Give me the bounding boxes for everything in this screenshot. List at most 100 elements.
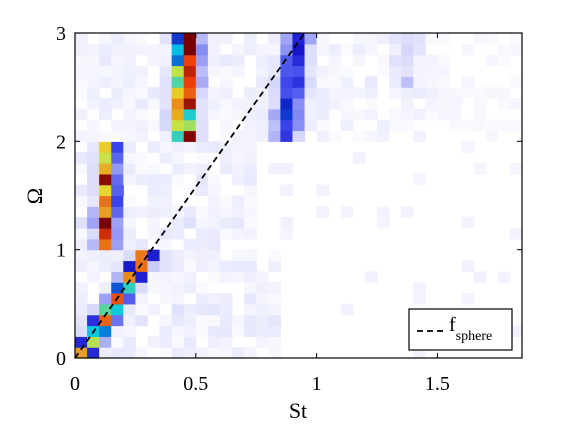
heatmap-cell bbox=[147, 184, 161, 197]
heatmap-cell bbox=[509, 228, 523, 240]
heatmap-cell bbox=[461, 217, 475, 229]
heatmap-cell bbox=[389, 76, 402, 88]
heatmap-cell bbox=[195, 43, 209, 56]
heatmap-cell bbox=[219, 206, 233, 218]
heatmap-cell bbox=[256, 271, 269, 283]
y-tick-label: 3 bbox=[56, 23, 66, 45]
heatmap-cell bbox=[352, 87, 366, 99]
heatmap-cell bbox=[497, 43, 511, 56]
heatmap-cell bbox=[292, 130, 306, 142]
heatmap-cell bbox=[99, 217, 112, 229]
heatmap-cell bbox=[111, 152, 124, 164]
heatmap-cell bbox=[171, 260, 185, 272]
heatmap-cell bbox=[256, 43, 269, 56]
heatmap-cell bbox=[195, 282, 209, 294]
heatmap-cell bbox=[256, 98, 269, 110]
heatmap-cell bbox=[87, 98, 100, 110]
heatmap-cell bbox=[183, 43, 197, 56]
heatmap-cell bbox=[461, 87, 475, 99]
heatmap-cell bbox=[232, 173, 245, 186]
heatmap-cell bbox=[183, 141, 197, 153]
heatmap-cell bbox=[256, 119, 269, 132]
heatmap-cell bbox=[280, 76, 294, 88]
heatmap-cell bbox=[280, 54, 294, 67]
heatmap-cell bbox=[232, 217, 245, 229]
heatmap-cell bbox=[364, 87, 378, 99]
heatmap-cell bbox=[195, 130, 209, 142]
heatmap-cell bbox=[183, 260, 197, 272]
heatmap-cell bbox=[123, 98, 137, 110]
heatmap-cell bbox=[171, 54, 185, 67]
heatmap-cell bbox=[195, 217, 209, 229]
heatmap-cell bbox=[171, 119, 185, 132]
heatmap-cell bbox=[75, 293, 88, 305]
heatmap-cell bbox=[159, 130, 173, 142]
heatmap-cell bbox=[377, 65, 390, 77]
heatmap-cell bbox=[87, 206, 100, 218]
heatmap-cell bbox=[123, 173, 137, 186]
heatmap-cell bbox=[232, 98, 245, 110]
heatmap-cell bbox=[123, 152, 137, 164]
heatmap-cell bbox=[75, 76, 88, 88]
heatmap-cell bbox=[509, 76, 523, 88]
heatmap-cell bbox=[219, 152, 233, 164]
heatmap-cell bbox=[268, 303, 281, 316]
heatmap-cell bbox=[207, 98, 221, 110]
heatmap-cell bbox=[268, 76, 281, 88]
heatmap-cell bbox=[485, 54, 499, 67]
heatmap-cell bbox=[461, 119, 475, 132]
heatmap-cell bbox=[75, 65, 88, 77]
heatmap-cell bbox=[449, 108, 463, 121]
heatmap-cell bbox=[304, 87, 318, 99]
heatmap-cell bbox=[135, 76, 149, 88]
heatmap-cell bbox=[99, 141, 112, 153]
heatmap-cell bbox=[292, 108, 306, 121]
heatmap-cell bbox=[232, 206, 245, 218]
heatmap-cell bbox=[292, 54, 306, 67]
heatmap-cell bbox=[111, 119, 124, 132]
y-tick-label: 1 bbox=[56, 240, 66, 262]
heatmap-cell bbox=[171, 325, 185, 337]
heatmap-cell bbox=[437, 87, 451, 99]
heatmap-cell bbox=[207, 87, 221, 99]
heatmap-cell bbox=[304, 43, 318, 56]
heatmap-cell bbox=[75, 249, 88, 262]
heatmap-cell bbox=[99, 108, 112, 121]
heatmap-cell bbox=[497, 87, 511, 99]
heatmap-cell bbox=[280, 217, 294, 229]
heatmap-cell bbox=[99, 293, 112, 305]
legend-label: fsphere bbox=[449, 314, 492, 344]
heatmap-cell bbox=[437, 54, 451, 67]
heatmap-cell bbox=[425, 98, 439, 110]
heatmap-cell bbox=[159, 141, 173, 153]
heatmap-cell bbox=[413, 173, 426, 186]
heatmap-cell bbox=[232, 228, 245, 240]
x-tick-label: 1.5 bbox=[425, 373, 450, 395]
heatmap-cell bbox=[256, 65, 269, 77]
heatmap-cell bbox=[123, 217, 137, 229]
heatmap-cell bbox=[352, 130, 366, 142]
heatmap-cell bbox=[75, 303, 88, 316]
heatmap-cell bbox=[304, 76, 318, 88]
heatmap-cell bbox=[75, 43, 88, 56]
x-tick-label: 0 bbox=[70, 373, 80, 395]
heatmap-cell bbox=[219, 163, 233, 175]
heatmap-cell bbox=[87, 347, 100, 359]
heatmap-cell bbox=[75, 336, 88, 348]
heatmap-cell bbox=[473, 108, 487, 121]
heatmap-cell bbox=[389, 43, 402, 56]
heatmap-cell bbox=[280, 43, 294, 56]
heatmap-cell bbox=[99, 238, 112, 251]
heatmap-cell bbox=[123, 282, 137, 294]
heatmap-cell bbox=[171, 130, 185, 142]
heatmap-cell bbox=[232, 249, 245, 262]
heatmap-cell bbox=[195, 238, 209, 251]
heatmap-cell bbox=[111, 87, 124, 99]
heatmap-cell bbox=[352, 43, 366, 56]
legend-label-main: f bbox=[449, 314, 456, 336]
heatmap-cell bbox=[268, 249, 281, 262]
heatmap-cell bbox=[364, 43, 378, 56]
heatmap-cell bbox=[171, 163, 185, 175]
heatmap-cell bbox=[219, 336, 233, 348]
heatmap-cell bbox=[183, 87, 197, 99]
